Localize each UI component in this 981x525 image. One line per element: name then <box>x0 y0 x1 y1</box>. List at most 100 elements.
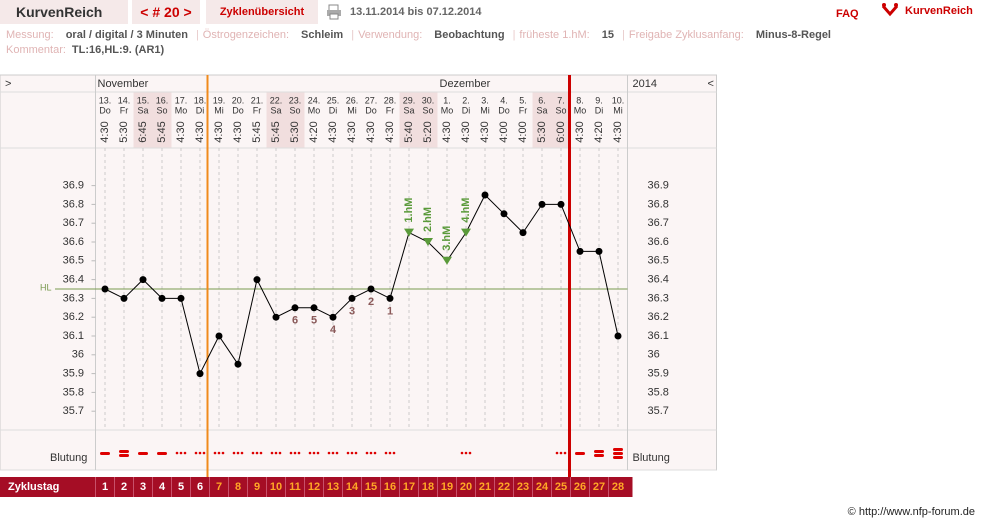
time: 4:30 <box>574 121 586 142</box>
info-label: früheste 1.hM: <box>519 29 590 41</box>
y-tick-label-right: 35.8 <box>648 386 669 398</box>
weekend-shade <box>285 92 305 148</box>
print-icon[interactable] <box>326 4 342 20</box>
info-value: Minus-8-Regel <box>755 29 831 41</box>
spotting-symbol <box>384 451 388 455</box>
y-tick-label-right: 36.5 <box>648 255 669 267</box>
bleeding-symbol <box>613 448 623 451</box>
y-tick-label-right: 36.6 <box>648 236 669 248</box>
time: 5:20 <box>422 121 434 142</box>
temperature-point <box>481 191 489 199</box>
time: 4:20 <box>308 121 320 142</box>
spotting-symbol <box>236 451 240 455</box>
count-label: 2 <box>368 296 374 308</box>
spotting-symbol <box>460 451 464 455</box>
spotting-symbol <box>232 451 236 455</box>
count-label: 3 <box>349 305 355 317</box>
temperature-point <box>120 294 128 302</box>
time: 5:45 <box>270 121 282 142</box>
weekday: Di <box>329 105 338 115</box>
spotting-symbol <box>240 451 244 455</box>
y-tick-label-right: 36 <box>648 349 660 361</box>
spotting-symbol <box>312 451 316 455</box>
hm-marker <box>442 256 452 265</box>
info-label: Freigabe Zyklusanfang: <box>628 29 744 41</box>
bleeding-symbol <box>594 450 604 453</box>
cycle-day: 1 <box>102 481 108 493</box>
info-label: Messung: <box>6 29 54 41</box>
date: 2. <box>462 95 470 105</box>
time: 5:45 <box>251 121 263 142</box>
time: 5:30 <box>536 121 548 142</box>
time: 4:30 <box>365 121 377 142</box>
cycle-day: 9 <box>254 481 260 493</box>
spotting-symbol <box>213 451 217 455</box>
spotting-symbol <box>198 451 202 455</box>
cycle-day: 21 <box>479 481 491 493</box>
nav-left: > <box>5 78 11 90</box>
cycle-day: 4 <box>159 481 166 493</box>
date: 18. <box>194 95 207 105</box>
temperature-point <box>158 294 166 302</box>
date: 17. <box>175 95 188 105</box>
spotting-symbol <box>308 451 312 455</box>
weekend-shade <box>532 92 552 148</box>
spotting-symbol <box>316 451 320 455</box>
spotting-symbol <box>369 451 373 455</box>
bleeding-symbol <box>138 452 148 455</box>
temperature-point <box>177 294 185 302</box>
weekday: So <box>156 105 167 115</box>
time: 5:45 <box>156 121 168 142</box>
hm-label: 4.hM <box>460 198 472 223</box>
cycle-day: 17 <box>403 481 415 493</box>
date: 24. <box>308 95 321 105</box>
date: 30. <box>422 95 435 105</box>
date: 1. <box>443 95 451 105</box>
month-label: Dezember <box>440 78 491 90</box>
weekend-shade <box>551 92 571 148</box>
time: 4:30 <box>346 121 358 142</box>
weekday: Sa <box>536 105 547 115</box>
date: 16. <box>156 95 169 105</box>
weekday: So <box>289 105 300 115</box>
date: 8. <box>576 95 584 105</box>
cycle-day: 8 <box>235 481 241 493</box>
date: 3. <box>481 95 489 105</box>
info-line: Messung: oral / digital / 3 Minuten | Östro… <box>6 29 839 41</box>
temperature-point <box>215 332 223 340</box>
comment: TL:16,HL:9. (AR1) <box>71 44 165 56</box>
cycle-day: 6 <box>197 481 203 493</box>
weekday: Sa <box>403 105 414 115</box>
y-tick-label: 36.3 <box>63 292 84 304</box>
bleeding-symbol <box>575 452 585 455</box>
date: 23. <box>289 95 302 105</box>
time: 4:30 <box>175 121 187 142</box>
date: 27. <box>365 95 378 105</box>
date: 28. <box>384 95 397 105</box>
time: 4:30 <box>441 121 453 142</box>
cycle-day: 22 <box>498 481 510 493</box>
cycle-day: 15 <box>365 481 377 493</box>
date: 20. <box>232 95 245 105</box>
spotting-symbol <box>274 451 278 455</box>
spotting-symbol <box>259 451 263 455</box>
hm-label: 1.hM <box>403 198 415 223</box>
y-tick-label: 35.8 <box>63 386 84 398</box>
bleeding-label: Blutung <box>50 452 87 464</box>
date: 7. <box>557 95 565 105</box>
date: 4. <box>500 95 508 105</box>
weekday: Mo <box>441 105 454 115</box>
date: 10. <box>612 95 625 105</box>
spotting-symbol <box>255 451 259 455</box>
spotting-symbol <box>202 451 206 455</box>
cycle-nav[interactable]: < # 20 > <box>132 0 200 24</box>
temperature-point <box>367 285 375 293</box>
faq-link[interactable]: FAQ <box>836 8 859 20</box>
hm-label: 3.hM <box>441 226 453 251</box>
weekday: Fr <box>253 105 262 115</box>
overview-link[interactable]: Zyklenübersicht <box>206 0 318 24</box>
cycle-day: 3 <box>140 481 146 493</box>
temperature-point <box>272 313 280 321</box>
cycle-label: Zyklustag <box>8 481 59 493</box>
count-label: 6 <box>292 315 298 327</box>
